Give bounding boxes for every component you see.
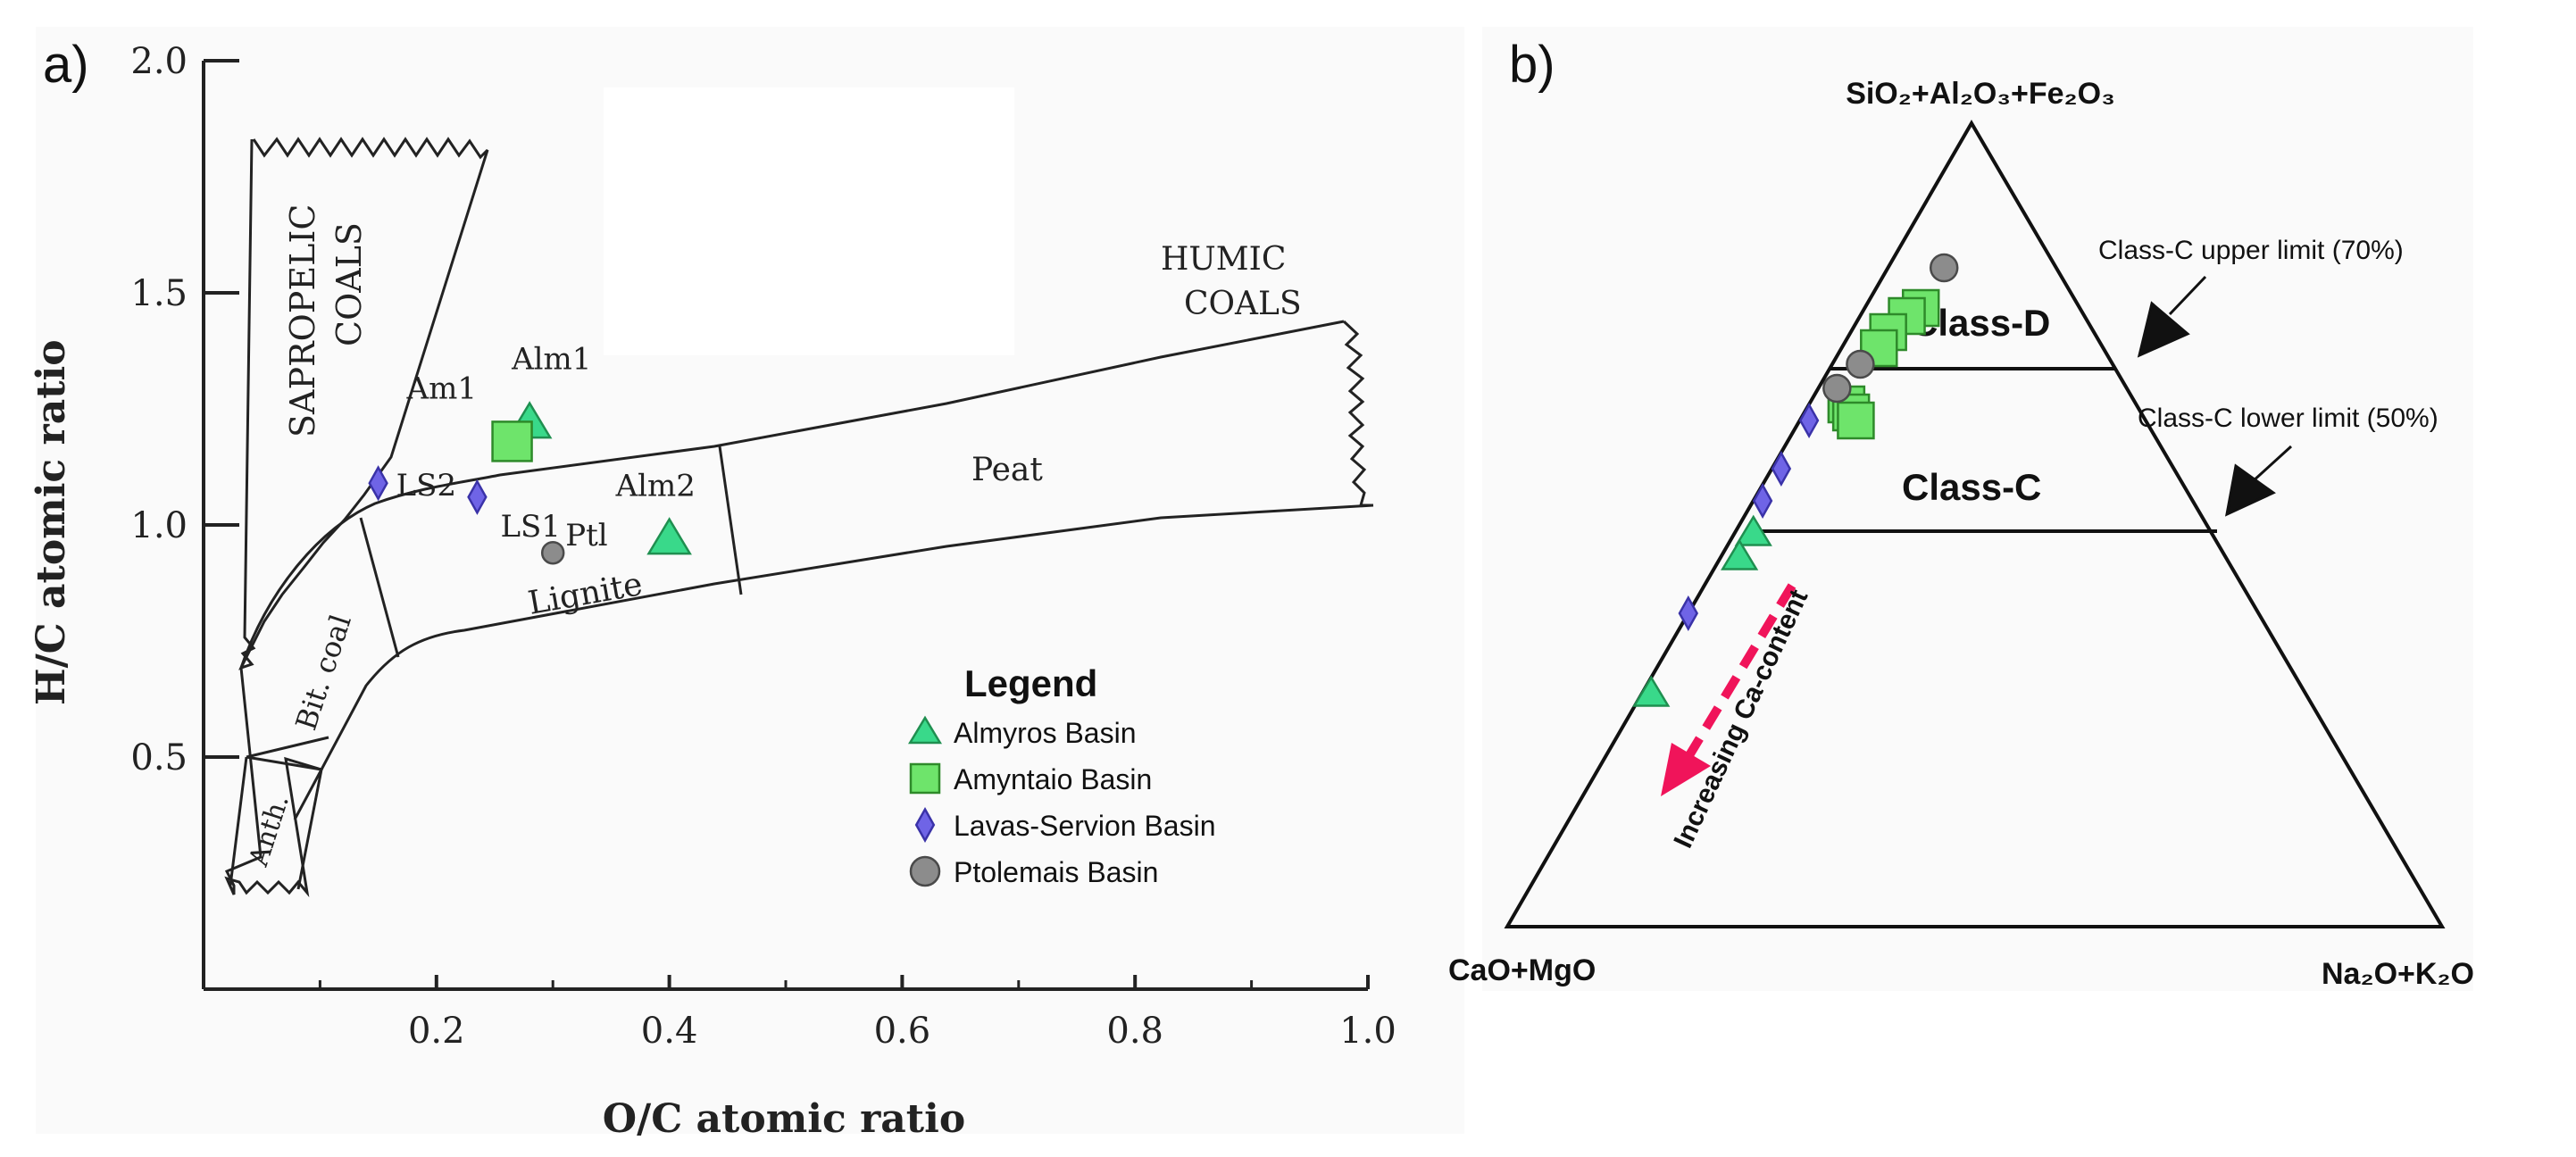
point-ls2 <box>368 465 388 502</box>
point-label-alm1: Alm1 <box>511 342 591 378</box>
lower-limit-pointer-line <box>2250 445 2293 484</box>
legend-marker-circle <box>909 855 941 887</box>
humic-band-upper <box>239 320 1345 669</box>
panel-a-blank-patch <box>604 87 1014 355</box>
panel-a-data-points: Alm1 Alm2 Am1 LS2 LS1 Ptl <box>368 342 696 565</box>
x-axis-title: O/C atomic ratio <box>603 1096 965 1142</box>
humic-label-line2: COALS <box>1184 286 1302 322</box>
y-tick-label: 2.0 <box>130 41 188 82</box>
sapropelic-label-line2: COALS <box>329 222 369 346</box>
y-tick-label: 1.0 <box>130 505 188 546</box>
humic-label-line1: HUMIC <box>1161 241 1286 278</box>
legend-marker-diamond <box>914 806 936 844</box>
legend-items: Almyros Basin Amyntaio Basin Lavas-Servion… <box>907 715 1215 888</box>
ternary-point-triangle-0 <box>1734 514 1772 546</box>
vertex-top-label: SiO₂+Al₂O₃+Fe₂O₃ <box>1846 77 2115 111</box>
legend-marker-square <box>909 762 941 795</box>
upper-limit-pointer-line <box>2168 275 2207 316</box>
sapropelic-label-line1: SAPROPELIC <box>283 204 322 437</box>
panel-b-tag: b) <box>1509 36 1555 94</box>
point-label-alm2: Alm2 <box>615 469 696 504</box>
ternary-point-circle-0 <box>1929 253 1959 283</box>
anth-right-edge <box>296 769 323 890</box>
anth-bitcoal-divider <box>246 736 329 759</box>
coal-field-outlines <box>224 137 1374 898</box>
ternary-point-diamond-1 <box>1771 450 1792 487</box>
y-tick-label: 1.5 <box>130 273 188 314</box>
lower-limit-pointer-head <box>2224 463 2276 517</box>
legend: Legend Almyros Basin Amyntaio Basin Lavas-… <box>907 662 1215 888</box>
point-label-ptl: Ptl <box>565 518 607 554</box>
legend-label: Amyntaio Basin <box>954 763 1152 795</box>
x-tick-label: 0.8 <box>1106 1011 1163 1052</box>
humic-right-edge <box>1342 320 1373 507</box>
point-label-ls1: LS1 <box>500 509 561 545</box>
class-c-label: Class-C <box>1902 466 2041 508</box>
ternary-point-diamond-0 <box>1798 402 1820 439</box>
x-tick-label: 1.0 <box>1339 1011 1396 1052</box>
panel-b-background <box>1482 27 2473 991</box>
vertex-left-label: CaO+MgO <box>1448 953 1596 987</box>
x-tick-label: 0.2 <box>408 1011 465 1052</box>
legend-label: Ptolemais Basin <box>954 856 1158 888</box>
y-tick-label: 0.5 <box>130 737 188 778</box>
panel-b-data-points <box>1632 253 1959 707</box>
x-tick-label: 0.6 <box>874 1011 931 1052</box>
legend-label: Almyros Basin <box>954 717 1137 749</box>
sapropelic-field <box>238 137 489 670</box>
ternary-point-circle-2 <box>1822 373 1852 404</box>
panel-a-ticks: 0.2 0.4 0.6 0.8 1.0 0.5 1.0 1.5 2.0 <box>130 41 1396 1052</box>
point-label-ls2: LS2 <box>396 468 457 504</box>
lignite-peat-divider <box>718 445 743 595</box>
ternary-point-diamond-3 <box>1678 595 1699 632</box>
anthracite-field <box>229 755 322 886</box>
panel-a-van-krevelen: a) 0.2 0.4 0.6 0.8 1.0 0.5 1.0 1.5 2.0 <box>29 36 1396 1142</box>
legend-marker-triangle <box>907 715 943 745</box>
limit-pointer-arrows <box>2137 275 2293 517</box>
ternary-point-triangle-1 <box>1721 538 1759 570</box>
legend-title: Legend <box>964 662 1097 704</box>
ternary-triangle <box>1504 120 2446 928</box>
y-axis-title: H/C atomic ratio <box>29 339 74 705</box>
peat-label: Peat <box>971 452 1043 488</box>
point-ptl <box>540 540 565 565</box>
point-alm2 <box>646 517 692 555</box>
upper-limit-label: Class-C upper limit (70%) <box>2098 236 2404 265</box>
humic-band-lower <box>320 504 1374 770</box>
legend-label: Lavas-Servion Basin <box>954 810 1215 842</box>
ca-arrow-head <box>1661 743 1711 796</box>
ternary-point-diamond-2 <box>1752 482 1773 520</box>
ternary-point-square-6 <box>1837 401 1875 440</box>
x-tick-label: 0.4 <box>641 1011 698 1052</box>
ternary-point-triangle-2 <box>1632 675 1671 707</box>
lower-limit-label: Class-C lower limit (50%) <box>2138 404 2438 433</box>
ternary-point-circle-1 <box>1846 349 1875 379</box>
point-ls1 <box>467 479 488 515</box>
point-label-am1: Am1 <box>406 370 477 406</box>
ternary-frame <box>1504 120 2446 928</box>
vertex-right-label: Na₂O+K₂O <box>2322 957 2474 991</box>
panel-a-tag: a) <box>43 36 89 94</box>
bitcoal-lignite-divider <box>359 517 400 658</box>
upper-limit-pointer-head <box>2137 301 2190 358</box>
point-am1 <box>491 420 533 462</box>
